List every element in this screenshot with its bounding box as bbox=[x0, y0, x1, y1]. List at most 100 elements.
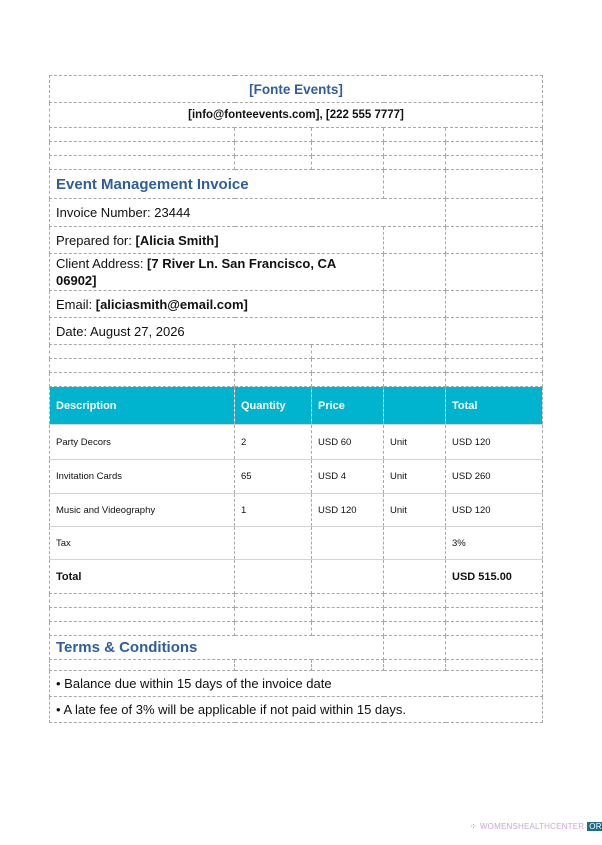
empty-cell bbox=[311, 372, 384, 387]
empty-cell bbox=[234, 607, 312, 622]
empty-cell bbox=[311, 607, 384, 622]
empty-cell bbox=[311, 659, 384, 671]
cell: Tax bbox=[49, 526, 235, 560]
cell: USD 120 bbox=[444, 493, 544, 527]
empty-cell bbox=[383, 155, 446, 170]
cell bbox=[383, 526, 446, 560]
empty-cell bbox=[383, 253, 446, 291]
header-description: Description bbox=[49, 386, 235, 425]
empty-cell bbox=[311, 559, 384, 594]
empty-cell bbox=[383, 607, 446, 622]
empty-cell bbox=[49, 155, 235, 170]
empty-cell bbox=[383, 290, 446, 318]
company-contact: [info@fonteevents.com], [222 555 7777] bbox=[48, 102, 544, 128]
empty-cell bbox=[444, 593, 544, 608]
empty-cell bbox=[49, 607, 235, 622]
cell: USD 120 bbox=[444, 424, 544, 460]
empty-cell bbox=[311, 593, 384, 608]
empty-cell bbox=[383, 127, 446, 142]
empty-cell bbox=[444, 253, 544, 291]
cell: USD 260 bbox=[444, 459, 544, 494]
empty-cell bbox=[444, 635, 544, 660]
empty-cell bbox=[383, 169, 446, 199]
empty-cell bbox=[311, 127, 384, 142]
empty-cell bbox=[234, 593, 312, 608]
empty-cell bbox=[234, 141, 312, 156]
empty-cell bbox=[444, 226, 544, 254]
invoice-title: Event Management Invoice bbox=[49, 169, 384, 199]
empty-cell bbox=[444, 372, 544, 387]
total-row: Total USD 515.00 bbox=[49, 559, 544, 594]
empty-cell bbox=[383, 358, 446, 373]
empty-cell bbox=[234, 559, 312, 594]
total-label: Total bbox=[49, 559, 235, 594]
cell: Unit bbox=[383, 424, 446, 460]
watermark-logo: ⁘ WOMENSHEALTHCENTER ORG bbox=[470, 822, 602, 831]
empty-cell bbox=[49, 344, 235, 359]
empty-cell bbox=[383, 344, 446, 359]
cell: Unit bbox=[383, 459, 446, 494]
empty-cell bbox=[444, 607, 544, 622]
empty-cell bbox=[444, 169, 544, 199]
cell: USD 60 bbox=[311, 424, 384, 460]
cell: USD 4 bbox=[311, 459, 384, 494]
empty-cell bbox=[234, 127, 312, 142]
empty-cell bbox=[49, 659, 235, 671]
table-row: Tax 3% bbox=[49, 526, 544, 560]
empty-cell bbox=[234, 358, 312, 373]
invoice-date: Date: August 27, 2026 bbox=[49, 317, 384, 345]
empty-cell bbox=[383, 635, 446, 660]
company-name: [Fonte Events] bbox=[48, 75, 544, 103]
empty-cell bbox=[49, 621, 235, 636]
empty-cell bbox=[234, 659, 312, 671]
empty-cell bbox=[444, 198, 544, 227]
cell: Invitation Cards bbox=[49, 459, 235, 494]
cell: 3% bbox=[444, 526, 544, 560]
terms-item: • Balance due within 15 days of the invo… bbox=[48, 670, 544, 697]
cell: Unit bbox=[383, 493, 446, 527]
empty-cell bbox=[444, 659, 544, 671]
empty-cell bbox=[444, 290, 544, 318]
empty-cell bbox=[444, 621, 544, 636]
cell: USD 120 bbox=[311, 493, 384, 527]
items-header-row: Description Quantity Price Total bbox=[49, 386, 544, 425]
empty-cell bbox=[444, 127, 544, 142]
empty-cell bbox=[311, 358, 384, 373]
empty-cell bbox=[49, 141, 235, 156]
empty-cell bbox=[383, 226, 446, 254]
header-unit bbox=[383, 386, 446, 425]
cell: Party Decors bbox=[49, 424, 235, 460]
terms-title: Terms & Conditions bbox=[49, 635, 384, 660]
empty-cell bbox=[383, 559, 446, 594]
cell: 65 bbox=[234, 459, 312, 494]
empty-cell bbox=[383, 621, 446, 636]
empty-cell bbox=[383, 317, 446, 345]
total-value: USD 515.00 bbox=[444, 559, 544, 594]
empty-cell bbox=[234, 372, 312, 387]
empty-cell bbox=[234, 621, 312, 636]
email: Email: [aliciasmith@email.com] bbox=[49, 290, 384, 318]
empty-cell bbox=[311, 155, 384, 170]
empty-cell bbox=[444, 317, 544, 345]
header-total: Total bbox=[444, 386, 544, 425]
empty-cell bbox=[49, 593, 235, 608]
empty-cell bbox=[444, 344, 544, 359]
table-row: Music and Videography 1 USD 120 Unit USD 120 bbox=[49, 493, 544, 527]
empty-cell bbox=[49, 372, 235, 387]
empty-cell bbox=[383, 141, 446, 156]
cell: 1 bbox=[234, 493, 312, 527]
empty-cell bbox=[311, 344, 384, 359]
table-row: Party Decors 2 USD 60 Unit USD 120 bbox=[49, 424, 544, 460]
dots-icon: ⁘ bbox=[470, 822, 477, 831]
terms-item: • A late fee of 3% will be applicable if… bbox=[48, 696, 544, 723]
empty-cell bbox=[444, 358, 544, 373]
empty-cell bbox=[49, 358, 235, 373]
header-quantity: Quantity bbox=[234, 386, 312, 425]
prepared-for: Prepared for: [Alicia Smith] bbox=[49, 226, 384, 254]
empty-cell bbox=[311, 141, 384, 156]
invoice-number: Invoice Number: 23444 bbox=[49, 198, 446, 227]
empty-cell bbox=[444, 141, 544, 156]
empty-cell bbox=[49, 127, 235, 142]
empty-cell bbox=[383, 593, 446, 608]
empty-cell bbox=[234, 344, 312, 359]
